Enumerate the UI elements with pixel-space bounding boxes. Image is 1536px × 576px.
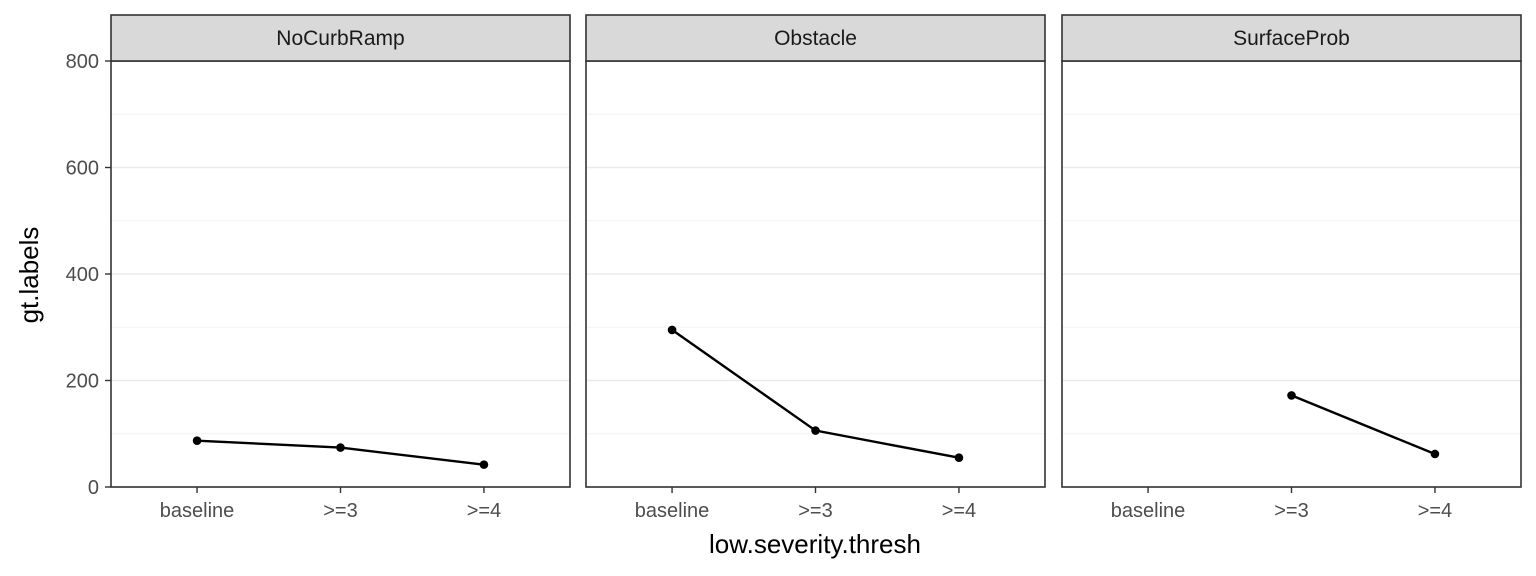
x-tick-label: >=3 (1274, 500, 1308, 522)
x-tick-label: >=4 (1418, 500, 1452, 522)
panel-obstacle: Obstacle baseline >=3 >=4 (585, 14, 1046, 522)
y-tick-label: 600 (66, 158, 99, 180)
data-point->=3 (1287, 391, 1296, 400)
panels: NoCurbRamp baseline >=3 >=4 Obstacle baseline… (110, 14, 1522, 522)
panel-surfaceprob: SurfaceProb baseline >=3 >=4 (1061, 14, 1522, 522)
series-line (1291, 394, 1436, 456)
panel-nocurbramp: NoCurbRamp baseline >=3 >=4 (110, 14, 571, 522)
x-tick-label: baseline (1111, 500, 1186, 522)
data-point-baseline (667, 325, 677, 335)
data-point->=3 (811, 426, 820, 435)
facet-strip (585, 14, 1046, 62)
facet-title: Obstacle (774, 27, 857, 50)
facet-title: SurfaceProb (1233, 27, 1350, 50)
data-point-baseline (192, 436, 202, 445)
y-tick-label: 0 (88, 477, 99, 499)
y-axis: 0 200 400 600 800 (66, 51, 111, 499)
x-tick-label: >=3 (798, 500, 832, 522)
facet-strip (110, 14, 571, 62)
y-tick-label: 800 (66, 51, 99, 73)
y-tick-label: 200 (66, 371, 99, 393)
y-axis-title: gt.labels (14, 227, 44, 324)
facet-title: NoCurbRamp (276, 27, 404, 50)
data-point->=4 (479, 460, 489, 469)
x-tick-label: >=4 (467, 500, 501, 522)
x-tick-label: >=3 (323, 500, 357, 522)
x-tick-label: baseline (635, 500, 710, 522)
x-tick-label: baseline (160, 500, 235, 522)
data-point->=4 (1430, 449, 1440, 459)
y-tick-label: 400 (66, 264, 99, 286)
data-point->=4 (954, 453, 964, 463)
x-tick-label: >=4 (942, 500, 976, 522)
x-axis-title: low.severity.thresh (709, 529, 921, 559)
data-point->=3 (336, 443, 345, 452)
facet-strip (1061, 14, 1522, 62)
